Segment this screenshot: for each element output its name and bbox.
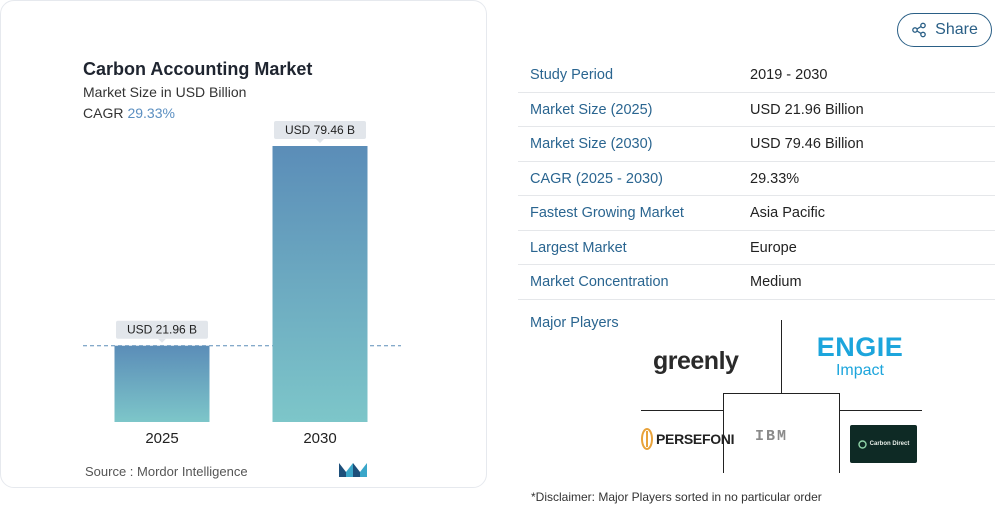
- fact-value: 2019 - 2030: [750, 67, 828, 83]
- ibm-logo: IBM: [755, 428, 789, 445]
- bar-2030: [272, 146, 368, 422]
- fact-row-market-size-2025: Market Size (2025) USD 21.96 Billion: [518, 93, 995, 127]
- persefoni-icon: [641, 428, 653, 450]
- fact-key: Largest Market: [530, 239, 627, 256]
- share-icon: [912, 22, 926, 38]
- source-text: Source : Mordor Intelligence: [85, 464, 248, 479]
- persefoni-logo: PERSEFONI: [641, 428, 735, 450]
- fact-key: CAGR (2025 - 2030): [530, 170, 663, 187]
- fact-row-fastest-growing: Fastest Growing Market Asia Pacific: [518, 196, 995, 231]
- chart-card: Carbon Accounting Market Market Size in …: [0, 0, 487, 488]
- carbon-direct-logo: Carbon Direct: [850, 425, 917, 463]
- fact-value: USD 79.46 Billion: [750, 136, 864, 152]
- fact-row-market-concentration: Market Concentration Medium: [518, 265, 995, 300]
- chart-title: Carbon Accounting Market: [83, 59, 313, 79]
- fact-key: Market Concentration: [530, 274, 669, 290]
- data-label-pointer: [316, 139, 324, 143]
- fact-row-largest-market: Largest Market Europe: [518, 231, 995, 265]
- data-label: USD 79.46 B: [285, 123, 355, 137]
- data-label-pointer: [158, 338, 166, 343]
- fact-key: Market Size (2025): [530, 101, 653, 118]
- fact-value: Europe: [750, 239, 797, 256]
- grid-divider: [641, 410, 723, 411]
- data-label-bg: [274, 121, 366, 139]
- cagr-label: CAGR: [83, 105, 124, 121]
- grid-divider: [723, 393, 724, 473]
- data-label-bg: [116, 320, 208, 339]
- grid-divider: [839, 393, 840, 473]
- grid-divider: [781, 320, 782, 393]
- x-tick-label: 2030: [303, 430, 336, 447]
- grid-divider: [723, 393, 840, 394]
- disclaimer-text: *Disclaimer: Major Players sorted in no …: [531, 490, 822, 504]
- fact-row-cagr: CAGR (2025 - 2030) 29.33%: [518, 162, 995, 196]
- share-label: Share: [935, 21, 978, 38]
- fact-value: Medium: [750, 274, 802, 290]
- x-tick-label: 2025: [145, 430, 178, 447]
- engie-impact-logo: ENGIE Impact: [812, 332, 908, 379]
- engie-impact-text: Impact: [835, 362, 884, 379]
- carbon-direct-text: Carbon Direct: [869, 440, 910, 447]
- bar-chart: USD 21.96 B 2025 USD 79.46 B 2030: [83, 121, 401, 447]
- chart-subtitle: Market Size in USD Billion: [83, 84, 247, 100]
- fact-value: Asia Pacific: [750, 205, 825, 221]
- cagr-value: 29.33%: [127, 105, 175, 121]
- fact-value: 29.33%: [750, 170, 800, 187]
- major-players-label: Major Players: [530, 315, 619, 331]
- fact-key: Study Period: [530, 67, 614, 83]
- engie-logo-text: ENGIE: [816, 332, 904, 362]
- fact-value: USD 21.96 Billion: [750, 101, 864, 118]
- fact-key: Market Size (2030): [530, 136, 653, 152]
- greenly-logo: greenly: [653, 347, 739, 375]
- chart-cagr: CAGR 29.33%: [83, 105, 175, 121]
- share-button[interactable]: Share: [897, 13, 992, 47]
- data-label: USD 21.96 B: [127, 323, 197, 337]
- fact-row-study-period: Study Period 2019 - 2030: [518, 58, 995, 93]
- market-facts-table: Study Period 2019 - 2030 Market Size (20…: [518, 58, 995, 300]
- bar-2025: [114, 345, 210, 422]
- mordor-intelligence-logo-icon: [339, 463, 367, 477]
- grid-divider: [840, 410, 922, 411]
- fact-row-market-size-2030: Market Size (2030) USD 79.46 Billion: [518, 127, 995, 162]
- persefoni-text: PERSEFONI: [656, 431, 735, 447]
- fact-key: Fastest Growing Market: [530, 205, 684, 221]
- carbon-direct-icon: [857, 439, 867, 449]
